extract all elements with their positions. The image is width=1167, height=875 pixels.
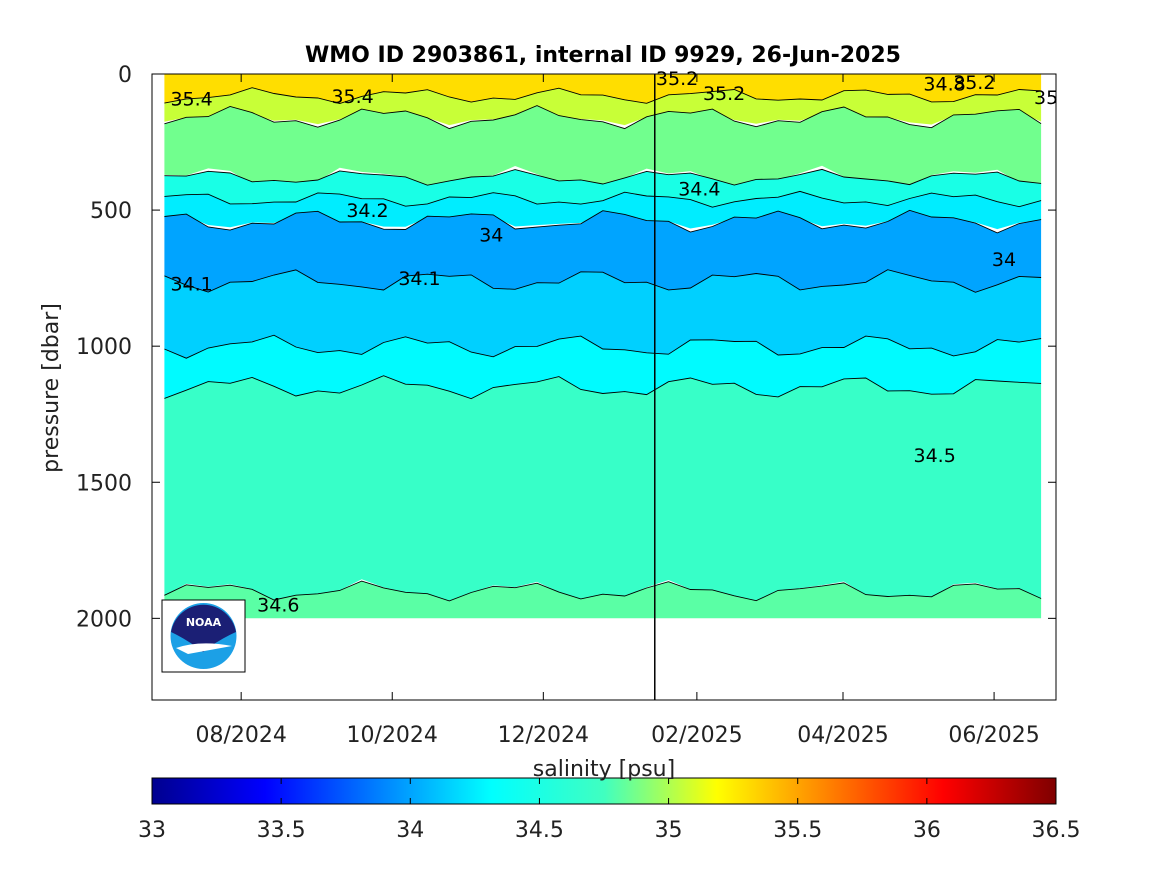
y-axis: 0 500 1000 1500 2000 <box>76 63 1056 632</box>
contour-label: 34.6 <box>257 595 299 617</box>
salinity-layer <box>164 74 1042 104</box>
colorbar-tick-label: 35.5 <box>773 818 822 843</box>
y-tick-label: 2000 <box>76 607 132 632</box>
contour-line <box>164 269 1042 293</box>
contour-line <box>164 105 1042 130</box>
x-tick-label: 06/2025 <box>948 723 1039 748</box>
contour-label: 34 <box>479 225 503 247</box>
salinity-layers <box>164 74 1042 619</box>
contour-label: 35.2 <box>703 83 745 105</box>
contour-label: 35.4 <box>331 86 373 108</box>
salinity-layer <box>164 105 1042 189</box>
colorbar-label: salinity [psu] <box>533 757 675 782</box>
salinity-layer <box>164 269 1042 359</box>
colorbar-tick-label: 33 <box>138 818 166 843</box>
contour-label: 35.2 <box>656 68 698 90</box>
contour-line <box>164 580 1042 602</box>
y-tick-label: 1500 <box>76 471 132 496</box>
contour-line <box>164 209 1042 234</box>
colorbar-tick-label: 36 <box>913 818 941 843</box>
contour-label: 34 <box>992 249 1016 271</box>
chart-title: WMO ID 2903861, internal ID 9929, 26-Jun… <box>305 43 901 68</box>
contour-label: 35.4 <box>170 88 212 110</box>
x-axis: 08/2024 10/2024 12/2024 02/2025 04/2025 06/20… <box>195 74 1040 748</box>
y-tick-label: 0 <box>118 63 132 88</box>
salinity-layer <box>164 210 1042 293</box>
colorbar-tick-label: 33.5 <box>257 818 306 843</box>
contour-label: 34.4 <box>678 178 720 200</box>
y-tick-label: 500 <box>90 199 132 224</box>
salinity-layer <box>164 335 1042 399</box>
contour-label: 34.8 <box>923 74 965 96</box>
colorbar-tick-label: 36.5 <box>1032 818 1081 843</box>
x-tick-label: 08/2024 <box>195 723 286 748</box>
contour-line <box>164 87 1042 104</box>
contour-line <box>164 375 1042 400</box>
noaa-logo-text: NOAA <box>186 616 222 629</box>
y-tick-label: 1000 <box>76 335 132 360</box>
noaa-logo: NOAA <box>161 599 246 673</box>
colorbar-tick-label: 34 <box>396 818 424 843</box>
contour-labels: 35.4 35.435.235.2 35.234.83534.434.2343434… <box>170 68 1058 617</box>
contour-label: 35 <box>1034 87 1058 109</box>
contour-lines <box>164 87 1042 602</box>
contour-line <box>164 168 1042 186</box>
colorbar-tick-label: 34.5 <box>515 818 564 843</box>
contour-line <box>164 334 1042 359</box>
contour-label: 34.2 <box>346 200 388 222</box>
y-axis-label: pressure [dbar] <box>39 303 64 473</box>
x-tick-label: 12/2024 <box>498 723 589 748</box>
contour-label: 35.2 <box>953 72 995 94</box>
plot-frame <box>151 73 1057 701</box>
salinity-layer <box>164 581 1042 619</box>
colorbar-tick-label: 35 <box>655 818 683 843</box>
colorbar-ticks: 33 33.5 34 34.5 35 35.5 36 36.5 <box>138 778 1080 843</box>
salinity-layer <box>164 375 1042 603</box>
x-tick-label: 10/2024 <box>347 723 438 748</box>
colorbar <box>151 777 1057 805</box>
contour-line <box>164 190 1042 208</box>
contour-label: 34.5 <box>913 445 955 467</box>
salinity-layer <box>164 87 1042 126</box>
x-tick-label: 02/2025 <box>651 723 742 748</box>
contour-label: 34.1 <box>170 274 212 296</box>
contour-label: 34.1 <box>398 268 440 290</box>
x-tick-label: 04/2025 <box>797 723 888 748</box>
